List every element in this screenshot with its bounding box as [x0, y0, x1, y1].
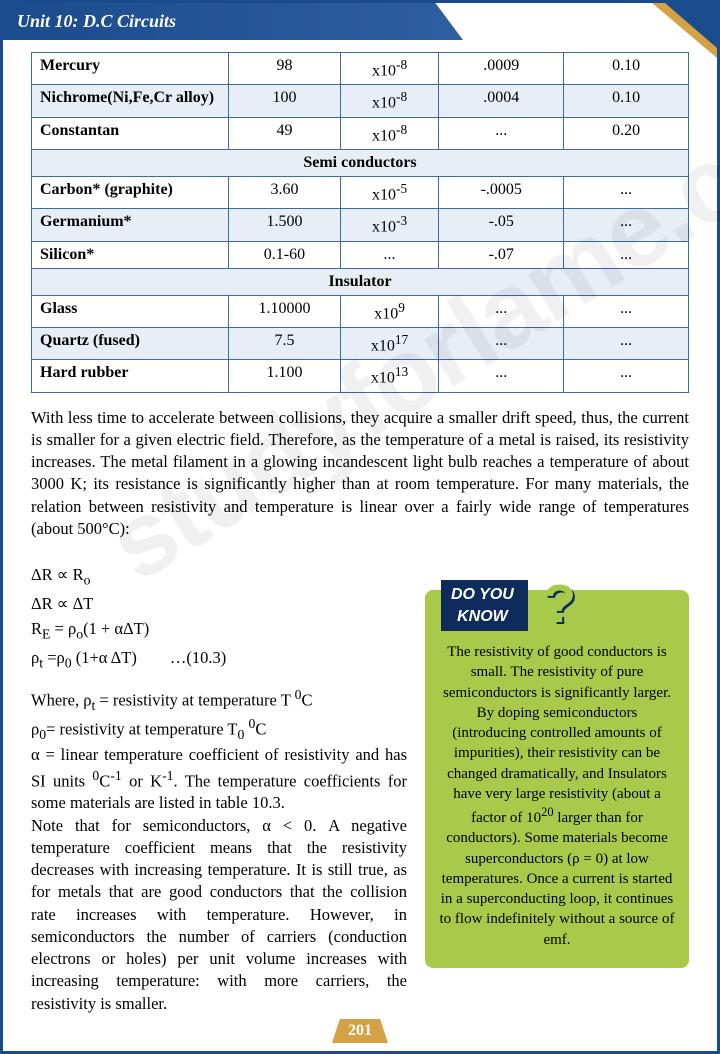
table-row: Carbon* (graphite)3.60x10-5-.0005...	[32, 176, 689, 208]
cell: x10-5	[340, 176, 439, 208]
section-header: Insulator	[32, 268, 689, 295]
do-you-know-box: ? DO YOU KNOW The resistivity of good co…	[425, 590, 689, 968]
unit-title: Unit 10: D.C Circuits	[17, 11, 176, 31]
table-row: Quartz (fused)7.5x1017......	[32, 327, 689, 359]
cell: x10-8	[340, 85, 439, 117]
table-row: Silicon*0.1-60...-.07...	[32, 241, 689, 268]
cell: 1.10000	[229, 295, 341, 327]
cell: 1.100	[229, 360, 341, 392]
page: Unit 10: D.C Circuits studyforlame.com M…	[0, 0, 720, 1054]
cell: x10-3	[340, 209, 439, 241]
cell: ...	[564, 295, 689, 327]
table-row: Insulator	[32, 268, 689, 295]
cell: ...	[340, 241, 439, 268]
cell: Germanium*	[32, 209, 229, 241]
cell: 100	[229, 85, 341, 117]
cell: x1017	[340, 327, 439, 359]
cell: .0009	[439, 53, 564, 85]
table-row: Glass1.10000x109......	[32, 295, 689, 327]
do-you-know-label: DO YOU KNOW	[441, 580, 528, 631]
cell: Carbon* (graphite)	[32, 176, 229, 208]
table-row: Nichrome(Ni,Fe,Cr alloy)100x10-8.00040.1…	[32, 85, 689, 117]
two-column-layout: ΔR ∝ RoΔR ∝ ΔTRE = ρo(1 + αΔT)ρt =ρ0 (1+…	[31, 552, 689, 1015]
cell: x1013	[340, 360, 439, 392]
equations-block: ΔR ∝ RoΔR ∝ ΔTRE = ρo(1 + αΔT)ρt =ρ0 (1+…	[31, 562, 407, 673]
intro-paragraph: With less time to accelerate between col…	[31, 407, 689, 541]
cell: 0.10	[564, 85, 689, 117]
cell: ...	[439, 117, 564, 149]
cell: Quartz (fused)	[32, 327, 229, 359]
unit-header: Unit 10: D.C Circuits	[3, 3, 463, 40]
table-row: Hard rubber1.100x1013......	[32, 360, 689, 392]
cell: Glass	[32, 295, 229, 327]
cell: 3.60	[229, 176, 341, 208]
table-row: Constantan49x10-8...0.20	[32, 117, 689, 149]
cell: x10-8	[340, 117, 439, 149]
page-number: 201	[332, 1019, 388, 1043]
cell: ...	[439, 295, 564, 327]
cell: 7.5	[229, 327, 341, 359]
cell: ...	[564, 327, 689, 359]
sidebar-text: The resistivity of good conductors is sm…	[439, 642, 675, 950]
resistivity-table: Mercury98x10-8.00090.10Nichrome(Ni,Fe,Cr…	[31, 52, 689, 393]
table-row: Semi conductors	[32, 149, 689, 176]
cell: ...	[439, 327, 564, 359]
cell: ...	[564, 241, 689, 268]
cell: x109	[340, 295, 439, 327]
cell: 0.20	[564, 117, 689, 149]
cell: 98	[229, 53, 341, 85]
cell: x10-8	[340, 53, 439, 85]
section-header: Semi conductors	[32, 149, 689, 176]
cell: -.05	[439, 209, 564, 241]
explanation-paragraph: Where, ρt = resistivity at temperature T…	[31, 686, 407, 1015]
cell: Hard rubber	[32, 360, 229, 392]
cell: Silicon*	[32, 241, 229, 268]
cell: -.07	[439, 241, 564, 268]
cell: ...	[439, 360, 564, 392]
table-row: Mercury98x10-8.00090.10	[32, 53, 689, 85]
table-row: Germanium*1.500x10-3-.05...	[32, 209, 689, 241]
corner-accent-inner	[665, 3, 717, 48]
cell: 49	[229, 117, 341, 149]
cell: ...	[564, 360, 689, 392]
question-mark-icon: ?	[543, 568, 576, 641]
cell: .0004	[439, 85, 564, 117]
cell: -.0005	[439, 176, 564, 208]
cell: 0.1-60	[229, 241, 341, 268]
cell: Mercury	[32, 53, 229, 85]
cell: ...	[564, 176, 689, 208]
cell: Nichrome(Ni,Fe,Cr alloy)	[32, 85, 229, 117]
cell: 1.500	[229, 209, 341, 241]
left-column: ΔR ∝ RoΔR ∝ ΔTRE = ρo(1 + αΔT)ρt =ρ0 (1+…	[31, 552, 407, 1015]
cell: Constantan	[32, 117, 229, 149]
cell: ...	[564, 209, 689, 241]
